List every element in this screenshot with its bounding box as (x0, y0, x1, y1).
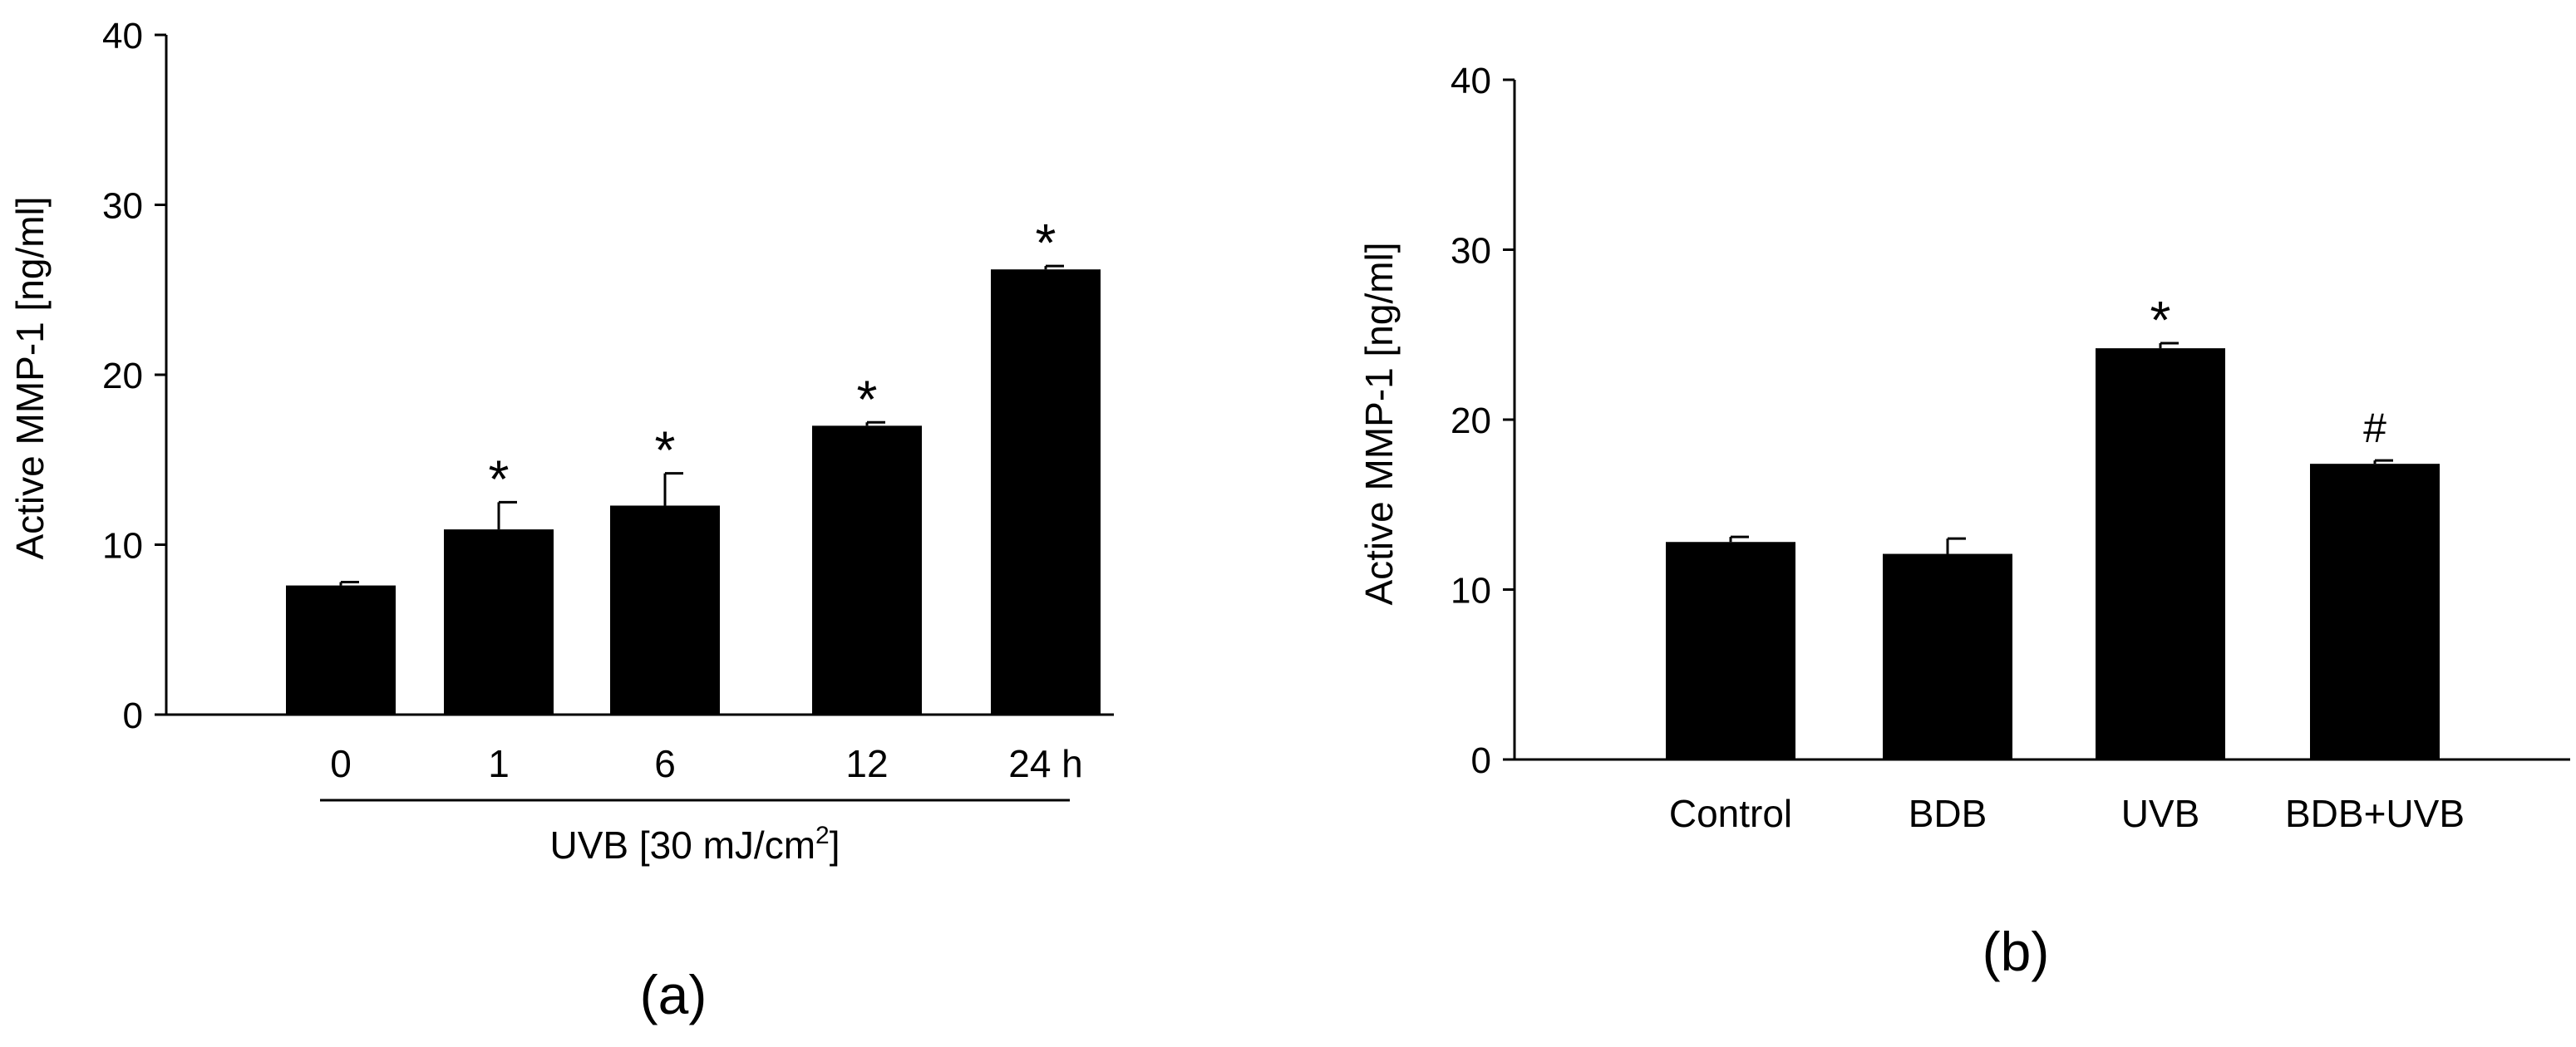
bars: *# (1666, 290, 2440, 759)
y-tick-label: 30 (1451, 231, 1491, 272)
y-tick-label: 20 (1451, 401, 1491, 441)
bar-1 (444, 529, 554, 715)
y-ticks: 0 10 20 30 40 (1451, 61, 1515, 781)
significance-mark: * (489, 449, 510, 509)
category-label: 1 (488, 742, 510, 785)
bar-UVB (2096, 348, 2225, 759)
y-tick-label: 10 (102, 526, 143, 567)
y-tick-label: 30 (102, 186, 143, 227)
y-tick-label: 0 (123, 696, 143, 736)
y-tick-label: 20 (102, 356, 143, 396)
significance-mark: * (1036, 213, 1057, 273)
panel-label-a: (a) (640, 964, 707, 1025)
bar-Control (1666, 542, 1795, 759)
category-label: BDB+UVB (2285, 792, 2465, 835)
category-label: BDB (1909, 792, 1987, 835)
y-tick-label: 0 (1471, 740, 1491, 781)
category-label: 0 (330, 742, 352, 785)
category-labels: Control BDB UVB BDB+UVB (1669, 792, 2465, 835)
significance-mark: * (655, 420, 676, 480)
y-axis-label: Active MMP-1 [ng/ml] (8, 196, 52, 559)
y-axis-label: Active MMP-1 [ng/ml] (1357, 242, 1401, 605)
bar-BDB (1883, 553, 2012, 759)
category-labels: 0 1 6 12 24 h (330, 742, 1083, 785)
bar-12 (812, 425, 922, 715)
bars: * * * * (286, 213, 1101, 715)
y-tick-label: 40 (1451, 61, 1491, 101)
panel-label-b: (b) (1982, 921, 2050, 982)
significance-mark: # (2363, 405, 2386, 451)
significance-mark: * (2150, 290, 2171, 350)
category-label: 24 h (1008, 742, 1083, 785)
y-tick-label: 40 (102, 16, 143, 57)
category-label: UVB (2121, 792, 2200, 835)
chart-panel-a: 0 10 20 30 40 * * * * 0 1 6 12 24 h UVB [30 mJ/cm2]… (8, 16, 1114, 1025)
category-label: 6 (654, 742, 676, 785)
bar-6 (610, 505, 720, 715)
bar-0 (286, 585, 396, 715)
significance-mark: * (857, 369, 878, 429)
category-label: 12 (845, 742, 888, 785)
y-ticks: 0 10 20 30 40 (102, 16, 166, 736)
bar-24 h (991, 269, 1101, 715)
uvb-group-label: UVB [30 mJ/cm2] (550, 822, 840, 867)
y-tick-label: 10 (1451, 571, 1491, 612)
bar-BDB+UVB (2310, 464, 2440, 759)
category-label: Control (1669, 792, 1792, 835)
